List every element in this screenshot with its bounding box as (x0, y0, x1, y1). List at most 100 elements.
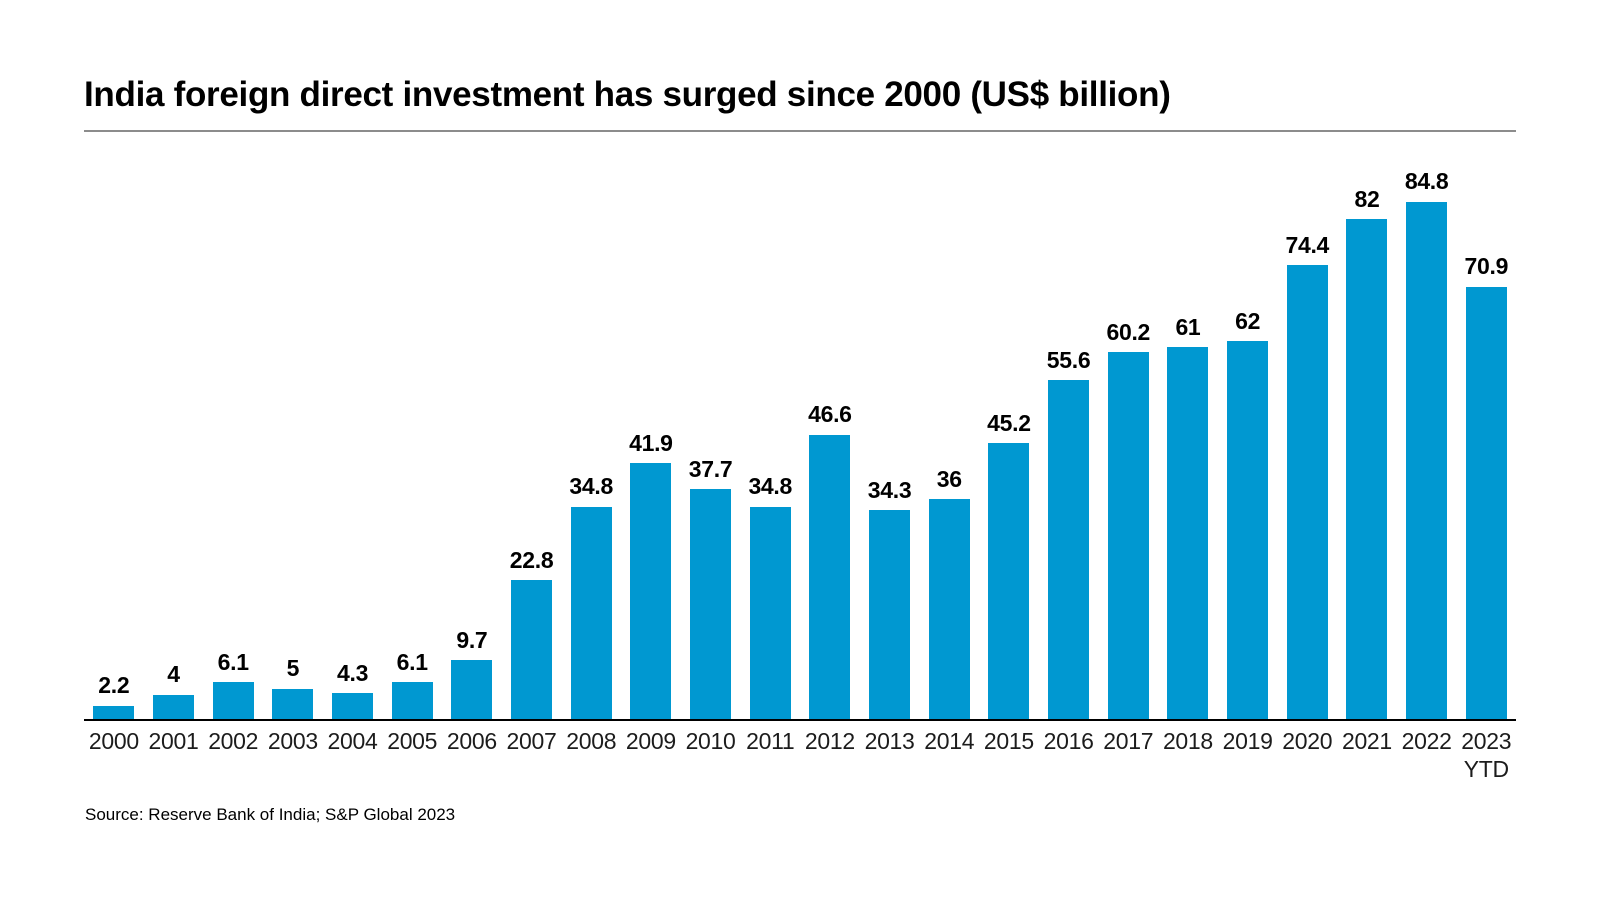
bar (1406, 201, 1448, 719)
bar-value-label: 70.9 (1464, 253, 1509, 280)
x-axis-tick-label: 2001 (144, 721, 204, 783)
x-axis-tick-year: 2009 (625, 728, 676, 754)
bar-value-label: 6.1 (217, 648, 249, 675)
x-axis-tick-year: 2023 (1461, 728, 1512, 754)
x-axis-tick-year: 2015 (983, 728, 1034, 754)
title-rule (84, 130, 1516, 132)
bar-value-label: 45.2 (987, 410, 1031, 437)
x-axis-tick-year: 2018 (1162, 728, 1213, 754)
x-axis-tick-label: 2007 (502, 721, 562, 783)
bar-column: 62 (1218, 307, 1278, 719)
x-axis-tick-year: 2017 (1103, 728, 1154, 754)
x-axis-tick-label: 2006 (442, 721, 502, 783)
bar-value-label: 62 (1235, 307, 1261, 334)
bar-value-label: 60.2 (1106, 318, 1151, 345)
bar-column: 82 (1337, 185, 1397, 719)
bar-column: 37.7 (681, 455, 741, 719)
x-axis-tick-year: 2005 (387, 728, 438, 754)
bar-value-label: 55.6 (1046, 346, 1091, 373)
x-axis-tick-year: 2010 (685, 728, 736, 754)
x-axis-tick-label: 2010 (681, 721, 741, 783)
bar (988, 443, 1030, 719)
bar-column: 61 (1158, 313, 1218, 719)
x-axis-tick-label: 2005 (382, 721, 442, 783)
x-axis-tick-year: 2020 (1282, 728, 1333, 754)
bar (1167, 346, 1209, 719)
x-axis-tick-sublabel: YTD (1463, 755, 1509, 782)
bar (809, 434, 851, 719)
x-axis-tick-label: 2011 (740, 721, 800, 783)
source-note: Source: Reserve Bank of India; S&P Globa… (85, 805, 456, 825)
bar-value-label: 61 (1175, 313, 1201, 340)
bar-value-label: 41.9 (629, 430, 673, 457)
bar-chart: 2.2 4 6.1 5 4.3 6.1 9.7 22.8 34.8 41.9 3 (84, 150, 1516, 783)
bar-column: 60.2 (1098, 318, 1158, 719)
x-axis-tick-label: 2020 (1277, 721, 1337, 783)
bar-column: 4.3 (323, 660, 383, 719)
x-axis-tick-label: 2013 (860, 721, 920, 783)
x-axis-tick-year: 2011 (746, 728, 795, 754)
x-axis-tick-label: 2022 (1397, 721, 1457, 783)
bar-column: 84.8 (1397, 169, 1457, 719)
x-axis: 2000 2001 2002 2003 2004 2005 2006 2007 … (84, 721, 1516, 783)
x-axis-tick-year: 2012 (804, 728, 855, 754)
x-axis-tick-label: 2000 (84, 721, 144, 783)
x-axis-tick-year: 2006 (446, 728, 497, 754)
bar-column: 34.8 (740, 474, 800, 719)
x-axis-tick-label: 2023 YTD (1456, 721, 1516, 783)
plot-area: 2.2 4 6.1 5 4.3 6.1 9.7 22.8 34.8 41.9 3 (84, 150, 1516, 721)
x-axis-tick-year: 2002 (208, 728, 259, 754)
bar-column: 41.9 (621, 430, 681, 719)
bar-value-label: 37.7 (688, 455, 733, 482)
x-axis-tick-year: 2014 (924, 728, 975, 754)
bar (749, 506, 791, 719)
x-axis-tick-year: 2021 (1341, 728, 1392, 754)
bar-value-label: 34.8 (748, 473, 793, 500)
bar (332, 692, 374, 719)
x-axis-tick-year: 2004 (327, 728, 378, 754)
bar-column: 34.8 (561, 474, 621, 719)
bar-value-label: 34.3 (867, 476, 912, 503)
bar (511, 579, 553, 719)
bar-column: 9.7 (442, 627, 502, 719)
bar-value-label: 6.1 (396, 648, 428, 675)
bar (212, 681, 254, 719)
bar (630, 463, 672, 719)
bar-column: 46.6 (800, 402, 860, 719)
x-axis-tick-year: 2000 (88, 728, 139, 754)
bar (1465, 286, 1507, 719)
x-axis-tick-year: 2016 (1043, 728, 1094, 754)
bar-column: 6.1 (203, 648, 263, 719)
x-axis-tick-label: 2009 (621, 721, 681, 783)
x-axis-tick-label: 2019 (1218, 721, 1278, 783)
bar (153, 694, 194, 719)
x-axis-tick-label: 2008 (561, 721, 621, 783)
bar-value-label: 84.8 (1404, 168, 1449, 195)
bar (391, 681, 433, 719)
bar-value-label: 36 (936, 466, 962, 493)
bar-value-label: 2.2 (98, 672, 130, 699)
bar-value-label: 82 (1354, 185, 1380, 212)
bar (570, 506, 612, 719)
x-axis-tick-year: 2008 (566, 728, 617, 754)
bar-column: 2.2 (84, 673, 144, 719)
x-axis-tick-year: 2001 (148, 728, 199, 754)
x-axis-tick-label: 2014 (919, 721, 979, 783)
bar-column: 22.8 (502, 547, 562, 719)
bar (1227, 340, 1269, 719)
x-axis-tick-label: 2003 (263, 721, 323, 783)
bar (272, 688, 314, 719)
bar-column: 55.6 (1039, 346, 1099, 719)
bar-value-label: 46.6 (808, 401, 852, 428)
bar-column: 34.3 (860, 476, 920, 719)
bar-column: 74.4 (1277, 231, 1337, 719)
bar-column: 45.2 (979, 410, 1039, 719)
x-axis-tick-label: 2017 (1098, 721, 1158, 783)
x-axis-tick-label: 2004 (323, 721, 383, 783)
x-axis-tick-year: 2003 (267, 728, 318, 754)
x-axis-tick-label: 2018 (1158, 721, 1218, 783)
bar-value-label: 74.4 (1285, 231, 1330, 258)
bar (928, 499, 970, 719)
bar-column: 70.9 (1456, 253, 1516, 719)
bar-column: 5 (263, 655, 323, 719)
